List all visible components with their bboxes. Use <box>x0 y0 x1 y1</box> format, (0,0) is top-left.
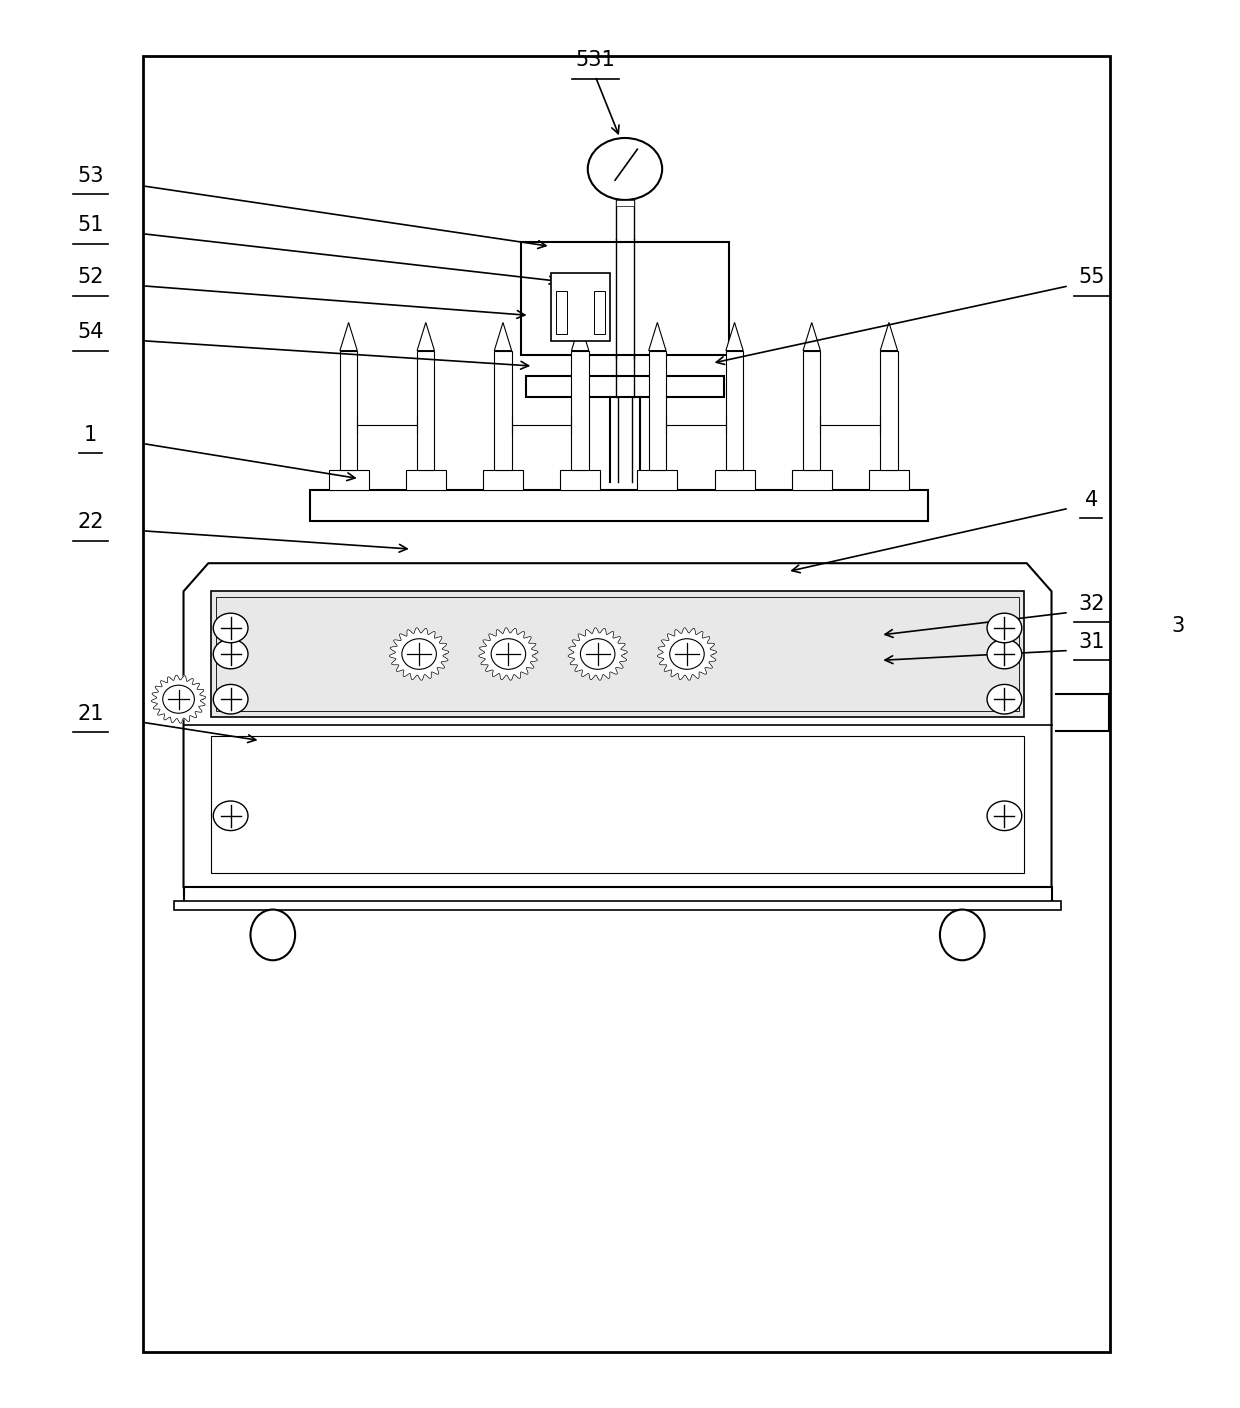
Bar <box>594 291 605 334</box>
Text: 3: 3 <box>1172 617 1184 636</box>
Ellipse shape <box>491 639 526 669</box>
Polygon shape <box>389 628 449 680</box>
Bar <box>216 597 1019 711</box>
Text: 31: 31 <box>1078 632 1105 652</box>
Polygon shape <box>725 322 743 351</box>
Bar <box>725 351 743 470</box>
Ellipse shape <box>987 684 1022 714</box>
Bar <box>184 887 1052 904</box>
Bar <box>174 901 1061 910</box>
Bar <box>495 351 512 470</box>
Bar <box>616 200 634 206</box>
Bar <box>880 351 898 470</box>
Polygon shape <box>804 322 821 351</box>
Ellipse shape <box>580 639 615 669</box>
Polygon shape <box>880 322 898 351</box>
Text: 22: 22 <box>77 513 104 532</box>
Ellipse shape <box>213 639 248 669</box>
Bar <box>649 351 666 470</box>
Bar <box>405 470 445 490</box>
Text: 1: 1 <box>84 425 97 445</box>
Text: 52: 52 <box>77 268 104 287</box>
Circle shape <box>250 910 295 960</box>
Bar <box>804 351 821 470</box>
Bar <box>560 470 600 490</box>
Bar <box>143 56 1110 1352</box>
Polygon shape <box>417 322 434 351</box>
Bar <box>792 470 832 490</box>
Bar <box>211 591 1024 717</box>
Ellipse shape <box>987 639 1022 669</box>
Text: 55: 55 <box>1078 268 1105 287</box>
Ellipse shape <box>402 639 436 669</box>
Bar <box>551 273 610 341</box>
Bar <box>572 351 589 470</box>
Polygon shape <box>151 676 206 724</box>
Text: 4: 4 <box>1085 490 1097 510</box>
Polygon shape <box>568 628 627 680</box>
Ellipse shape <box>213 614 248 642</box>
Ellipse shape <box>213 801 248 831</box>
Polygon shape <box>649 322 666 351</box>
Polygon shape <box>657 628 717 680</box>
Bar <box>340 351 357 470</box>
Bar <box>526 376 724 397</box>
Text: 51: 51 <box>77 215 104 235</box>
Bar <box>521 242 729 355</box>
Bar <box>637 470 677 490</box>
Ellipse shape <box>987 614 1022 642</box>
Bar <box>211 736 1024 873</box>
Text: 531: 531 <box>575 51 615 70</box>
Ellipse shape <box>588 138 662 200</box>
Bar <box>329 470 368 490</box>
Text: 53: 53 <box>77 166 104 186</box>
Text: 32: 32 <box>1078 594 1105 614</box>
Polygon shape <box>184 563 1052 887</box>
Ellipse shape <box>162 686 195 714</box>
Ellipse shape <box>213 684 248 714</box>
Text: 54: 54 <box>77 322 104 342</box>
Bar <box>869 470 909 490</box>
Bar <box>417 351 434 470</box>
Ellipse shape <box>670 639 704 669</box>
Text: 21: 21 <box>77 704 104 724</box>
Bar <box>310 490 928 521</box>
Circle shape <box>940 910 985 960</box>
Polygon shape <box>572 322 589 351</box>
Ellipse shape <box>987 801 1022 831</box>
Polygon shape <box>479 628 538 680</box>
Polygon shape <box>340 322 357 351</box>
Polygon shape <box>495 322 512 351</box>
Bar <box>714 470 754 490</box>
Bar <box>556 291 567 334</box>
Bar <box>484 470 523 490</box>
